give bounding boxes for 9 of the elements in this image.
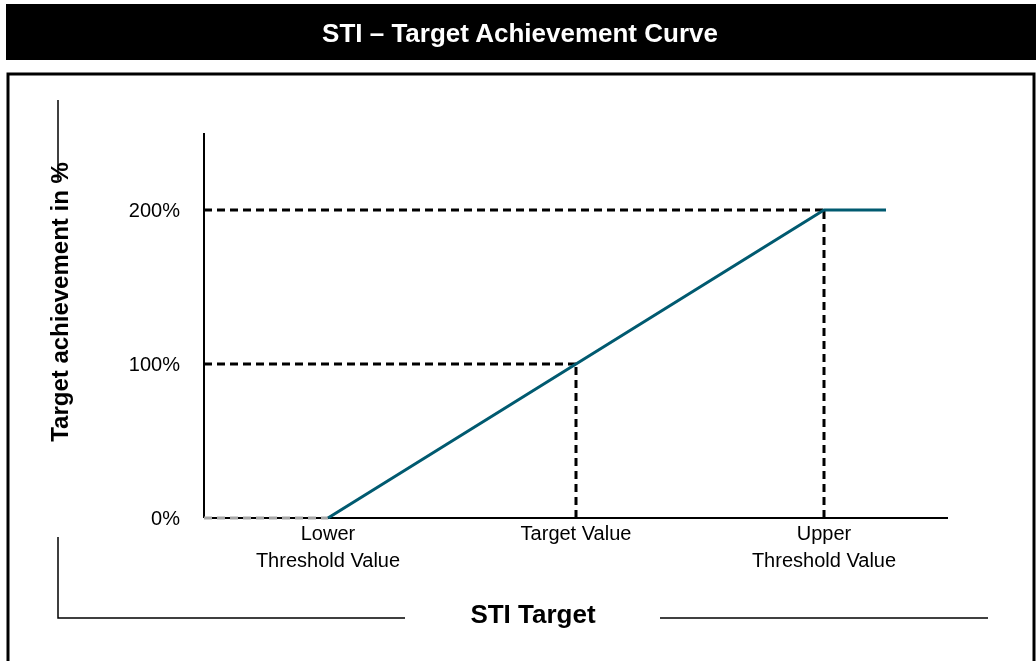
- x-tick-label: Target Value: [520, 522, 632, 544]
- y-tick-label: 0%: [151, 507, 181, 529]
- y-axis-title: Target achievement in %: [46, 162, 73, 442]
- x-tick-label: Lower Threshold Value: [255, 522, 401, 571]
- x-axis-title: STI Target: [470, 599, 596, 629]
- y-tick-label: 200%: [128, 199, 181, 221]
- x-tick-label: Upper Threshold Value: [751, 522, 897, 571]
- y-tick-label: 100%: [128, 353, 181, 375]
- chart-title: STI – Target Achievement Curve: [322, 18, 718, 48]
